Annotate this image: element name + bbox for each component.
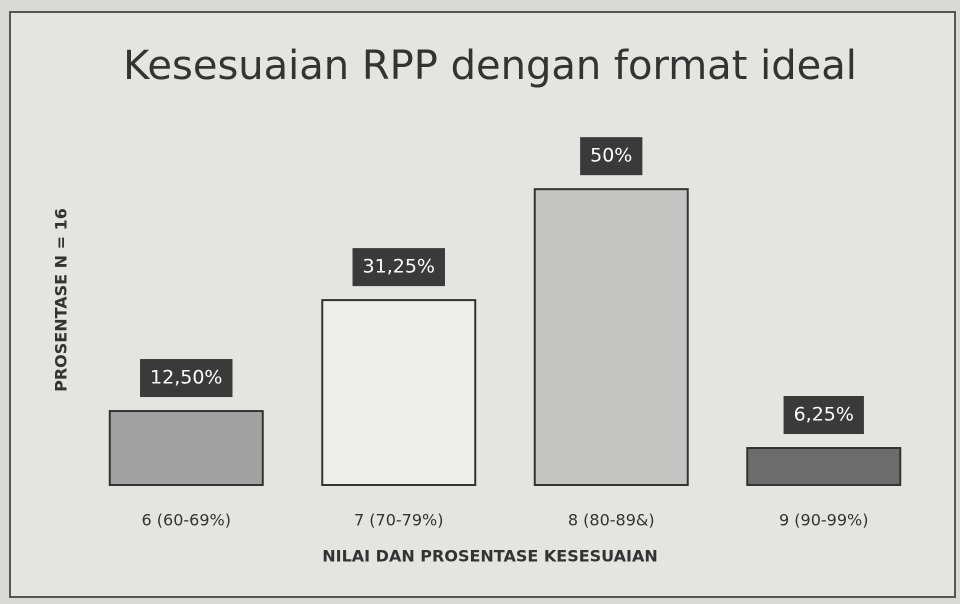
data-label-box: [352, 248, 445, 287]
x-tick-label: 6 (60-69%): [142, 511, 231, 530]
x-tick-label: 7 (70-79%): [354, 511, 443, 530]
x-tick-label: 8 (80-89&): [568, 511, 655, 530]
bar: [746, 447, 902, 487]
data-label: 6,25%: [794, 404, 854, 426]
y-axis-label: PROSENTASE N = 16: [52, 208, 71, 392]
x-tick-label: 9 (90-99%): [779, 511, 868, 530]
data-label-box: [783, 396, 864, 435]
bar: [321, 299, 477, 486]
chart-frame: [9, 11, 956, 598]
bar: [108, 410, 264, 486]
data-label-box: [140, 359, 233, 398]
data-label: 50%: [590, 145, 632, 167]
data-label-box: [580, 137, 643, 176]
data-label: 31,25%: [363, 256, 435, 278]
chart-title: Kesesuaian RPP dengan format ideal: [123, 43, 857, 89]
bar: [533, 188, 689, 487]
x-axis-label: NILAI DAN PROSENTASE KESESUAIAN: [322, 547, 658, 566]
data-label: 12,50%: [150, 367, 222, 389]
